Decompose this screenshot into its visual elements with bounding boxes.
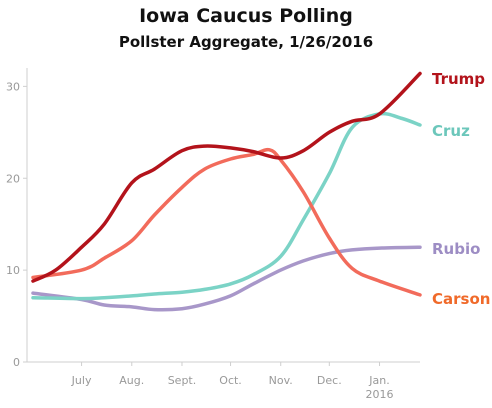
axes xyxy=(26,68,420,363)
x-tick-sublabel: 2016 xyxy=(366,388,394,401)
series-labels: Trump Cruz Rubio Carson xyxy=(432,70,490,308)
series-line-rubio xyxy=(31,245,422,312)
x-tick-label: Jan. xyxy=(368,374,389,387)
x-tick-label: Sept. xyxy=(168,374,197,387)
series-label-rubio: Rubio xyxy=(432,240,480,258)
x-tick-label: Nov. xyxy=(269,374,293,387)
y-tick-label: 0 xyxy=(13,356,20,369)
x-tick-label: Dec. xyxy=(317,374,342,387)
series-line-cruz xyxy=(31,111,422,301)
y-tick-label: 10 xyxy=(6,264,20,277)
series-line-trump xyxy=(31,71,422,283)
x-tick-label: Aug. xyxy=(119,374,144,387)
series-lines xyxy=(31,71,422,312)
series-label-carson: Carson xyxy=(432,290,490,308)
chart-subtitle: Pollster Aggregate, 1/26/2016 xyxy=(119,33,373,51)
x-tick-label: Oct. xyxy=(219,374,242,387)
series-label-cruz: Cruz xyxy=(432,122,470,140)
series-label-trump: Trump xyxy=(432,70,485,88)
x-axis-ticks: July Aug. Sept. Oct. Nov. Dec. Jan.2016 xyxy=(71,362,394,401)
chart-title: Iowa Caucus Polling xyxy=(139,5,353,27)
y-axis-ticks: 0 10 20 30 xyxy=(6,80,27,369)
x-tick-label: July xyxy=(71,374,92,387)
y-tick-label: 30 xyxy=(6,80,20,93)
y-tick-label: 20 xyxy=(6,172,20,185)
series-line-carson xyxy=(31,147,422,297)
